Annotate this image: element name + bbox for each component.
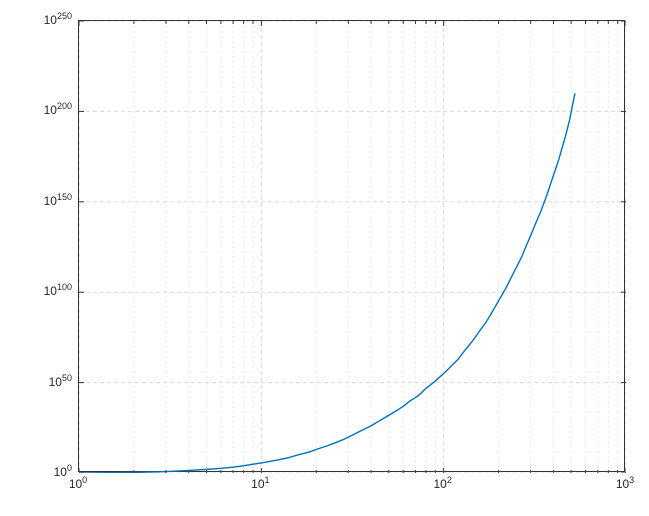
y-tick-label: 10150 — [44, 195, 72, 207]
y-tick-label: 10250 — [44, 14, 72, 26]
y-tick-label: 10200 — [44, 104, 72, 116]
x-tick-label: 100 — [69, 478, 87, 490]
y-tick-label: 1050 — [49, 376, 72, 388]
plot-svg — [79, 21, 626, 473]
series-curve — [79, 93, 575, 473]
y-tick-label: 10100 — [44, 285, 72, 297]
plot-area — [78, 20, 625, 472]
x-tick-label: 103 — [616, 478, 634, 490]
figure: 100 101 102 103 100 1050 10100 10150 10200 10250 — [0, 0, 649, 516]
y-tick-label: 100 — [54, 466, 72, 478]
x-tick-label: 101 — [251, 478, 269, 490]
x-tick-label: 102 — [433, 478, 451, 490]
